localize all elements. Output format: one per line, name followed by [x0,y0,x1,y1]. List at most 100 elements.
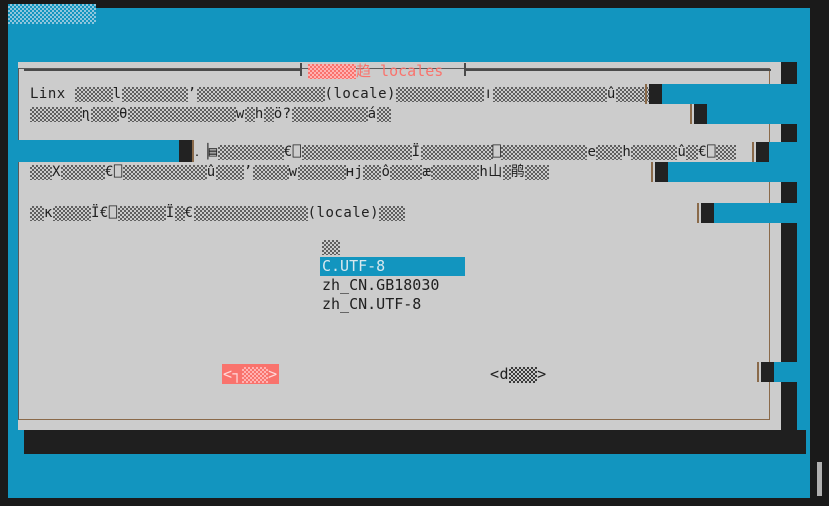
artifact-bar-row3 [752,142,797,162]
stray-dither-block [8,4,96,24]
list-item-label: C.UTF-8 [322,257,386,275]
artifact-cyan [714,203,797,223]
garbled-glyph-run [215,164,244,180]
garbled-glyph-run [30,205,44,221]
title-tick-left [300,63,302,76]
legible-text-run: Ï [165,205,175,221]
artifact-block [694,104,707,124]
legible-text-run: h [254,106,264,122]
garbled-glyph-run [301,144,412,160]
artifact-accent [651,162,653,182]
garbled-glyph-run [501,144,588,160]
list-item[interactable] [320,238,342,257]
artifact-accent [645,84,647,104]
garbled-glyph-run [121,86,188,102]
legible-text-run: û [677,144,687,160]
legible-text-run: ö? [273,106,292,122]
legible-text-run: (locale) [324,86,396,102]
garbled-glyph-run [252,164,289,180]
garbled-glyph-run [127,106,236,122]
artifact-bar-row2 [690,104,797,124]
artifact-block [179,140,192,162]
title-label: locales [380,62,444,80]
prompt-line-1: к Ï€⎕ Ï € (locale) [30,203,406,223]
artifact-accent [697,203,699,223]
garbled-glyph-run [291,106,368,122]
garbled-glyph-run [395,86,484,102]
garbled-glyph-run [379,205,406,221]
artifact-cyan [769,142,797,162]
garbled-glyph-run [193,205,308,221]
garbled-glyph-run [263,106,274,122]
garbled-glyph-run [686,144,699,160]
garbled-glyph-run [90,106,119,122]
artifact-accent [192,140,194,162]
legible-text-run: (locale) [307,205,380,221]
detail-line-2: X €⎕ û ’ w ʜј ô æ h山鹃 [30,162,550,182]
legible-text-run: Ï€⎕ [90,205,118,221]
list-item-label: zh_CN.GB18030 [322,276,440,294]
legible-text-run: w [288,164,298,180]
title-cjk-char: 趋 [356,62,372,80]
legible-text-run: h山 [479,164,503,180]
legible-text-run: l [112,86,122,102]
list-item-label: zh_CN.UTF-8 [322,295,422,313]
artifact-cyan [774,362,797,382]
garbled-glyph-run [525,164,550,180]
garbled-glyph-run [74,86,113,102]
legible-text-run: á [367,106,377,122]
garbled-glyph-run [420,144,493,160]
ok-button[interactable]: <┐ > [222,364,279,384]
legible-text-run: Ï [411,144,421,160]
artifact-bar-row5 [697,203,797,223]
garbled-glyph-run [196,86,325,102]
legible-text-run: €⎕ [283,144,302,160]
ok-button-prefix: < [223,365,233,383]
artifact-cyan [668,162,797,182]
title-rule-left [24,69,300,71]
legible-text-run: ‥▕▤ [190,144,218,160]
artifact-block [649,84,662,104]
legible-text-run: ʜј [345,164,364,180]
legible-text-run: к [44,205,53,221]
cancel-button[interactable]: <d > [490,364,547,384]
garbled-glyph-run [117,205,166,221]
list-item[interactable]: zh_CN.UTF-8 [320,295,465,314]
artifact-accent [690,104,692,124]
cancel-button-garbled [509,366,538,383]
legible-text-run: ⎕ [492,144,502,160]
legible-text-run: Linx [30,86,75,102]
garbled-glyph-run [30,164,52,180]
artifact-bar-row6 [757,362,797,382]
cancel-button-suffix: > [537,365,547,383]
garbled-glyph-run [174,205,185,221]
legible-text-run: h [622,144,632,160]
artifact-cyan [662,84,797,104]
intro-line-2: ɳ θ w h ö? á [30,104,391,124]
legible-text-run: æ [422,164,432,180]
artifact-bar-row1 [645,84,797,104]
artifact-accent [757,362,759,382]
legible-text-run: θ [118,106,128,122]
legible-text-run: 鹃 [510,164,526,180]
garbled-glyph-run [390,164,423,180]
garbled-glyph-run [322,240,340,255]
garbled-glyph-run [122,164,139,180]
artifact-block [655,162,668,182]
legible-text-run: €⎕ [104,164,123,180]
legible-text-run: ɳ [82,106,91,122]
legible-text-run: € [184,205,194,221]
list-item[interactable]: zh_CN.GB18030 [320,276,465,295]
artifact-block [761,362,774,382]
legible-text-run: ’ [187,86,197,102]
garbled-glyph-run [502,164,511,180]
locale-list[interactable]: C.UTF-8 zh_CN.GB18030 zh_CN.UTF-8 [320,238,465,314]
ok-button-garbled [242,366,269,383]
artifact-block [756,142,769,162]
garbled-glyph-run [217,144,284,160]
terminal-cursor [817,462,822,496]
list-item[interactable]: C.UTF-8 [320,257,465,276]
artifact-cyan [707,104,797,124]
garbled-glyph-run [492,86,607,102]
